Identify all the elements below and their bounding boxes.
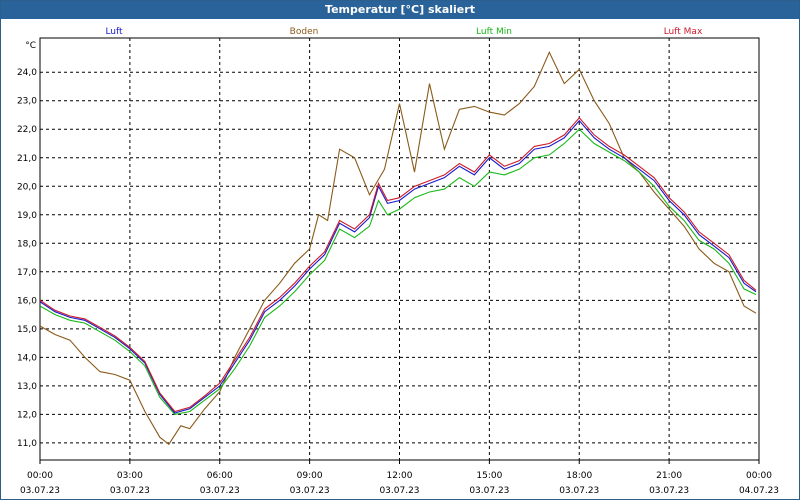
y-tick-label: 23,0 [17, 97, 37, 107]
y-tick-label: 11,0 [17, 439, 37, 449]
x-tick-date: 03.07.23 [649, 486, 689, 496]
x-tick-time: 12:00 [387, 471, 413, 481]
x-tick-date: 03.07.23 [20, 486, 60, 496]
y-tick-label: 19,0 [17, 211, 37, 221]
y-tick-label: 13,0 [17, 382, 37, 392]
y-tick-label: 14,0 [17, 353, 37, 363]
x-tick-time: 06:00 [207, 471, 233, 481]
x-tick-time: 18:00 [566, 471, 592, 481]
x-tick-time: 09:00 [297, 471, 323, 481]
x-tick-time: 00:00 [27, 471, 53, 481]
x-tick-time: 15:00 [476, 471, 502, 481]
series-line-luft-min [39, 128, 757, 415]
y-tick-label: 16,0 [17, 296, 37, 306]
y-tick-label: 21,0 [17, 154, 37, 164]
series-line-luft-max [39, 116, 757, 413]
x-tick-time: 03:00 [117, 471, 143, 481]
x-tick-date: 03.07.23 [559, 486, 599, 496]
y-tick-label: 15,0 [17, 325, 37, 335]
x-tick-date: 04.07.23 [739, 486, 779, 496]
series-line-luft [39, 119, 757, 414]
x-tick-date: 03.07.23 [200, 486, 240, 496]
y-tick-label: 22,0 [17, 125, 37, 135]
grid [40, 38, 759, 460]
legend: Luft Boden Luft Min Luft Max [105, 27, 703, 37]
y-tick-label: 20,0 [17, 182, 37, 192]
x-tick-time: 00:00 [746, 471, 772, 481]
x-tick-time: 21:00 [656, 471, 682, 481]
x-axis: 00:00 03.07.23 03:00 03.07.23 06:00 03.07.23 0… [20, 460, 779, 496]
x-tick-date: 03.07.23 [379, 486, 419, 496]
x-tick-date: 03.07.23 [469, 486, 509, 496]
y-axis-label: °C [25, 41, 36, 51]
legend-entry-boden: Boden [290, 27, 319, 37]
legend-entry-luft: Luft [105, 27, 123, 37]
chart-title: Temperatur [°C] skaliert [1, 1, 799, 19]
series-lines [39, 50, 757, 446]
y-axis: 11,0 12,0 13,0 14,0 15,0 16,0 17,0 18,0 19,0 20,0… [17, 41, 37, 449]
series-line-boden [39, 50, 757, 446]
y-tick-label: 12,0 [17, 410, 37, 420]
x-tick-date: 03.07.23 [290, 486, 330, 496]
y-tick-label: 17,0 [17, 268, 37, 278]
legend-entry-luft-max: Luft Max [664, 27, 703, 37]
legend-entry-luft-min: Luft Min [476, 27, 512, 37]
y-tick-label: 18,0 [17, 239, 37, 249]
x-tick-date: 03.07.23 [110, 486, 150, 496]
y-tick-label: 24,0 [17, 68, 37, 78]
